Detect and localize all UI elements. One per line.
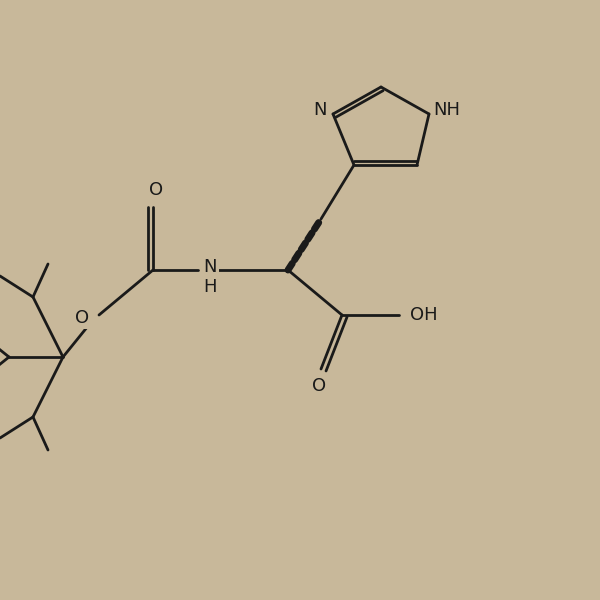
Text: O: O bbox=[75, 309, 89, 327]
Text: H: H bbox=[203, 278, 217, 296]
Text: O: O bbox=[149, 181, 163, 199]
Text: O: O bbox=[311, 377, 326, 395]
Text: N: N bbox=[313, 101, 326, 119]
Text: NH: NH bbox=[433, 101, 461, 119]
Text: OH: OH bbox=[410, 306, 438, 324]
Text: N: N bbox=[203, 258, 217, 276]
